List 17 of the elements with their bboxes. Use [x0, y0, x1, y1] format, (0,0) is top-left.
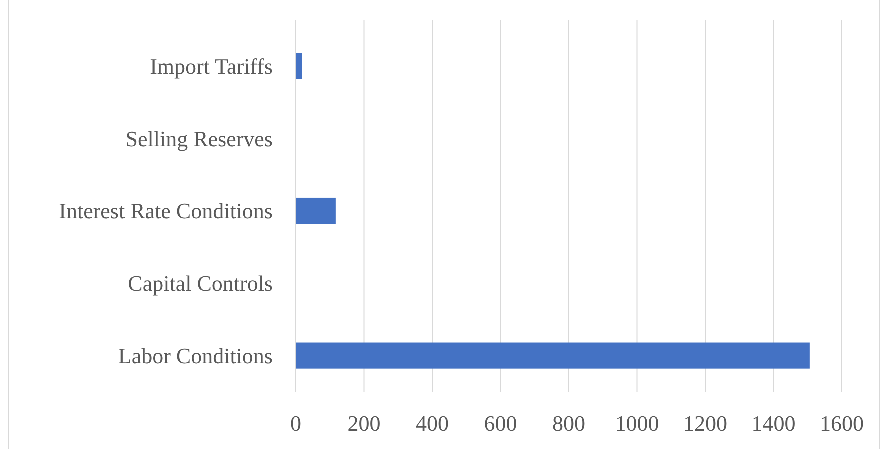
x-tick-label: 1600 — [820, 411, 864, 436]
x-tick-label: 1200 — [684, 411, 728, 436]
bar — [296, 198, 336, 224]
x-tick-label: 400 — [416, 411, 449, 436]
x-tick-label: 800 — [552, 411, 586, 436]
x-tick-label: 0 — [290, 411, 302, 436]
x-tick-label: 1000 — [615, 411, 660, 436]
y-tick-label: Capital Controls — [128, 271, 273, 296]
x-tick-label: 200 — [348, 411, 381, 436]
y-tick-label: Selling Reserves — [126, 126, 273, 152]
y-tick-label: Labor Conditions — [118, 344, 273, 368]
x-tick-label: 1400 — [752, 411, 796, 436]
y-tick-label: Import Tariffs — [150, 54, 273, 79]
x-tick-label: 600 — [484, 411, 518, 436]
bar — [296, 53, 302, 80]
y-tick-label: Interest Rate Conditions — [59, 198, 273, 224]
bar — [296, 342, 810, 369]
